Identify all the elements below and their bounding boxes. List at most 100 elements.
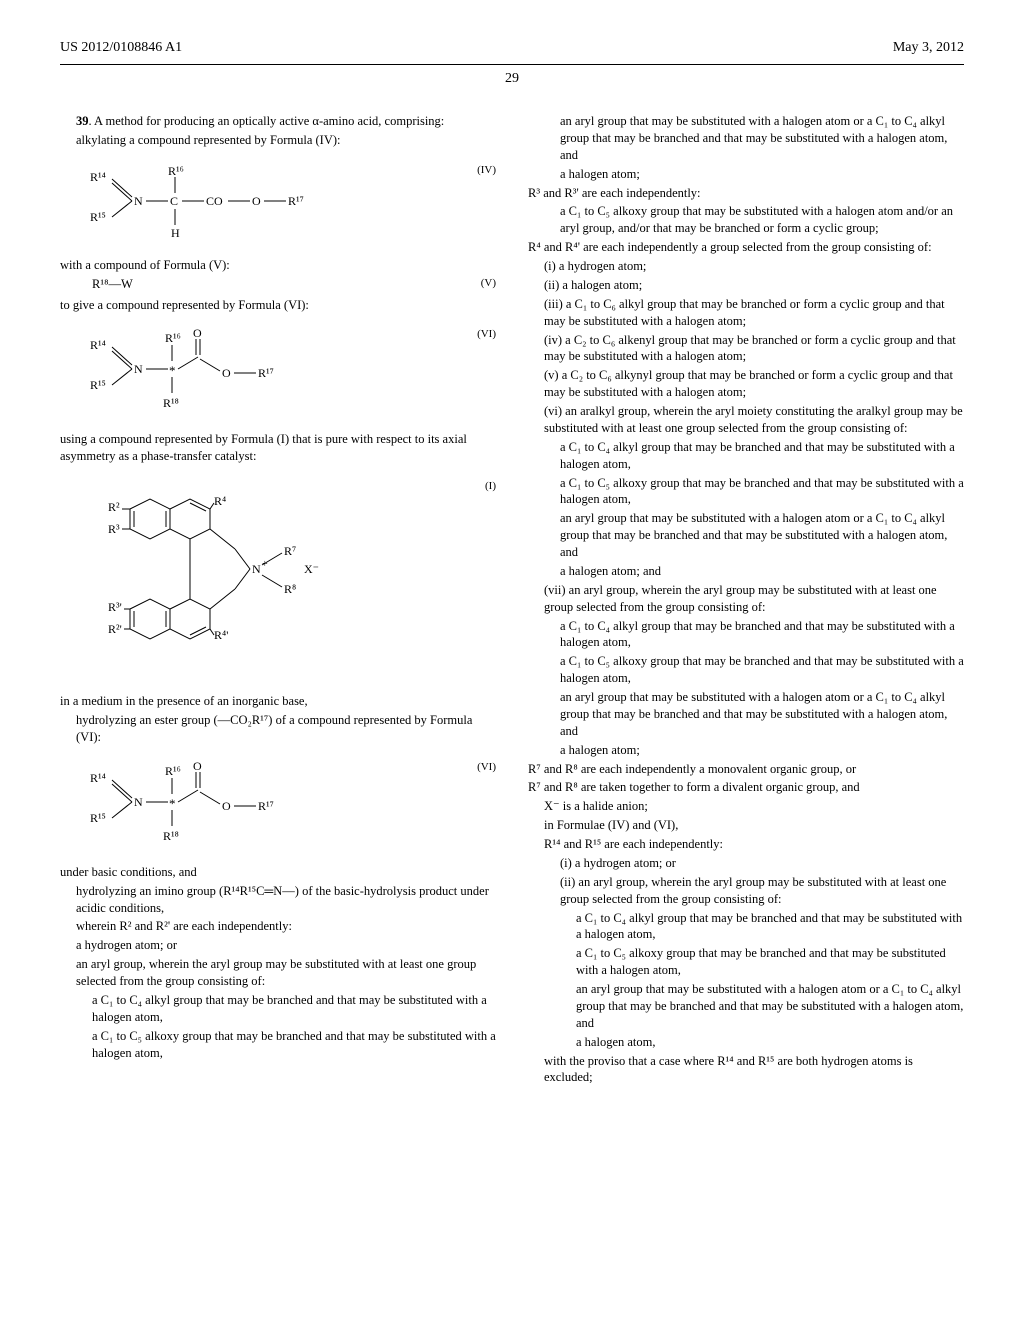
svg-text:R¹⁶: R¹⁶ [165,764,181,778]
r14-ii-c: an aryl group that may be substituted wi… [528,981,964,1032]
using-compound-line: using a compound represented by Formula … [60,431,496,465]
r4-line: R⁴ and R⁴' are each independently a grou… [528,239,964,256]
svg-text:R¹⁸: R¹⁸ [163,396,179,410]
r4-vi-d: a halogen atom; and [528,563,964,580]
publication-date: May 3, 2012 [893,40,964,56]
page-header: US 2012/0108846 A1 May 3, 2012 [60,40,964,56]
r2-sub2: a C₁ to C₅ alkoxy group that may be bran… [60,1028,496,1062]
r3-opt1: a C₁ to C₅ alkoxy group that may be subs… [528,203,964,237]
svg-text:O: O [222,799,231,813]
r14-ii-a: a C₁ to C₄ alkyl group that may be branc… [528,910,964,944]
formula-IV-label: (IV) [477,163,496,178]
svg-text:R¹⁷: R¹⁷ [258,366,274,380]
svg-text:R¹⁵: R¹⁵ [90,811,106,825]
svg-text:R⁸: R⁸ [284,582,296,596]
svg-text:R⁷: R⁷ [284,544,296,558]
r4-vii: (vii) an aryl group, wherein the aryl gr… [528,582,964,616]
formula-IV-block: (IV) R¹⁴ R¹⁵ N C R¹⁶ H CO [90,163,496,243]
left-column: 39. A method for producing an optically … [60,111,496,1088]
alkylating-line: alkylating a compound represented by For… [60,132,496,149]
patent-page: US 2012/0108846 A1 May 3, 2012 29 39. A … [0,0,1024,1128]
x-line: X⁻ is a halide anion; [528,798,964,815]
give-compound-line: to give a compound represented by Formul… [60,297,496,314]
r4-i: (i) a hydrogen atom; [528,258,964,275]
svg-text:R³': R³' [108,600,122,614]
r4-vii-b: a C₁ to C₅ alkoxy group that may be bran… [528,653,964,687]
r14-line: R¹⁴ and R¹⁵ are each independently: [528,836,964,853]
proviso: with the proviso that a case where R¹⁴ a… [528,1053,964,1087]
r2-opt2: an aryl group, wherein the aryl group ma… [60,956,496,990]
svg-text:H: H [171,226,180,240]
svg-text:R³: R³ [108,522,120,536]
hydrolyzing-imino-line: hydrolyzing an imino group (R¹⁴R¹⁵C═N—) … [60,883,496,917]
svg-text:R¹⁴: R¹⁴ [90,338,106,352]
svg-text:R²': R²' [108,622,122,636]
svg-text:R²: R² [108,500,120,514]
r4-vi: (vi) an aralkyl group, wherein the aryl … [528,403,964,437]
r14-ii-b: a C₁ to C₅ alkoxy group that may be bran… [528,945,964,979]
wherein-r2-line: wherein R² and R²' are each independentl… [60,918,496,935]
svg-text:R¹⁵: R¹⁵ [90,210,106,224]
r2-opt1: a hydrogen atom; or [60,937,496,954]
svg-text:N: N [252,562,261,576]
svg-text:N: N [134,795,143,809]
formula-VI-block-1: (VI) R¹⁴ R¹⁵ N * R¹⁶ R¹⁸ [90,327,496,417]
svg-text:C: C [170,194,178,208]
svg-text:*: * [169,363,176,378]
svg-text:R¹⁴: R¹⁴ [90,170,106,184]
with-compound-line: with a compound of Formula (V): [60,257,496,274]
svg-text:O: O [193,760,202,773]
formula-VI-label-2: (VI) [477,760,496,775]
svg-text:*: * [169,796,176,811]
svg-text:R¹⁴: R¹⁴ [90,771,106,785]
claim-39-lead: 39. A method for producing an optically … [60,113,496,130]
two-column-layout: 39. A method for producing an optically … [60,111,964,1088]
svg-text:R¹⁷: R¹⁷ [258,799,274,813]
formula-VI-block-2: (VI) R¹⁴ R¹⁵ N * R¹⁶ R¹⁸ [90,760,496,850]
svg-text:R¹⁵: R¹⁵ [90,378,106,392]
formula-VI-label-1: (VI) [477,327,496,342]
svg-text:N: N [134,362,143,376]
hydrolyzing-ester-line: hydrolyzing an ester group (—CO₂R¹⁷) of … [60,712,496,746]
right-column: an aryl group that may be substituted wi… [528,111,964,1088]
r4-ii: (ii) a halogen atom; [528,277,964,294]
svg-text:R¹⁶: R¹⁶ [168,164,184,178]
r7-alt: R⁷ and R⁸ are taken together to form a d… [528,779,964,796]
formula-I-block: (I) [90,479,496,679]
svg-text:CO: CO [206,194,223,208]
svg-text:R⁴: R⁴ [214,494,226,508]
page-number: 29 [60,71,964,87]
svg-text:R¹⁸: R¹⁸ [163,829,179,843]
under-basic-line: under basic conditions, and [60,864,496,881]
claim-text: . A method for producing an optically ac… [89,114,445,128]
r4-v: (v) a C₂ to C₆ alkynyl group that may be… [528,367,964,401]
svg-text:O: O [222,366,231,380]
formula-V-text: R¹⁸—W [92,277,133,291]
r2-sub4: a halogen atom; [528,166,964,183]
r4-iv: (iv) a C₂ to C₆ alkenyl group that may b… [528,332,964,366]
r14-ii-d: a halogen atom, [528,1034,964,1051]
r4-vi-b: a C₁ to C₅ alkoxy group that may be bran… [528,475,964,509]
r3-line: R³ and R³' are each independently: [528,185,964,202]
formula-I-label: (I) [485,479,496,494]
r2-sub3: an aryl group that may be substituted wi… [528,113,964,164]
svg-text:R⁴': R⁴' [214,628,228,642]
r2-sub1: a C₁ to C₄ alkyl group that may be branc… [60,992,496,1026]
svg-text:X⁻: X⁻ [304,562,319,576]
r4-vi-c: an aryl group that may be substituted wi… [528,510,964,561]
r7-line: R⁷ and R⁸ are each independently a monov… [528,761,964,778]
r4-vii-a: a C₁ to C₄ alkyl group that may be branc… [528,618,964,652]
r4-vii-c: an aryl group that may be substituted wi… [528,689,964,740]
formula-IV-svg: R¹⁴ R¹⁵ N C R¹⁶ H CO O [90,163,330,243]
r4-vi-a: a C₁ to C₄ alkyl group that may be branc… [528,439,964,473]
r14-ii: (ii) an aryl group, wherein the aryl gro… [528,874,964,908]
svg-text:R¹⁶: R¹⁶ [165,331,181,345]
claim-number: 39 [76,114,89,128]
formula-I-svg: N + R⁷ R⁸ X⁻ R² R³ R⁴ R²' [90,479,350,679]
formula-V-line: R¹⁸—W (V) [60,276,496,293]
header-rule [60,64,964,65]
in-formulae-line: in Formulae (IV) and (VI), [528,817,964,834]
r4-vii-d: a halogen atom; [528,742,964,759]
formula-VI-svg-2: R¹⁴ R¹⁵ N * R¹⁶ R¹⁸ O [90,760,300,850]
svg-text:R¹⁷: R¹⁷ [288,194,304,208]
